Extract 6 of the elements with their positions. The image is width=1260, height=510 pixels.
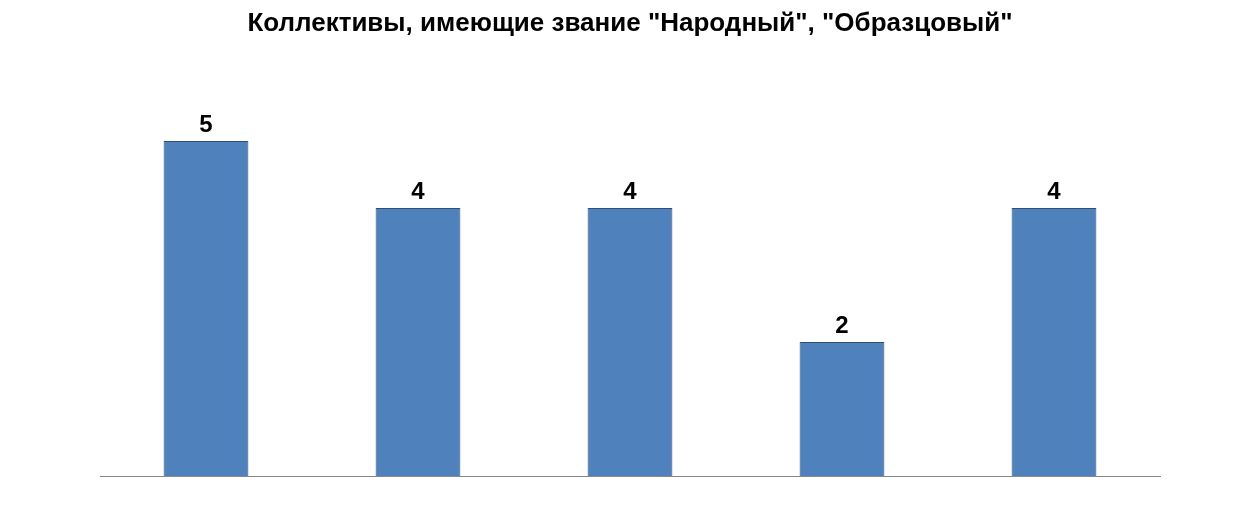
data-label: 5 xyxy=(199,109,213,137)
data-label: 2 xyxy=(835,310,849,338)
data-label: 4 xyxy=(623,176,638,204)
chart-title: Коллективы, имеющие звание "Народный", "Образцовый" xyxy=(246,6,1014,39)
data-label: 4 xyxy=(1047,176,1062,204)
data-label: 4 xyxy=(411,176,426,204)
